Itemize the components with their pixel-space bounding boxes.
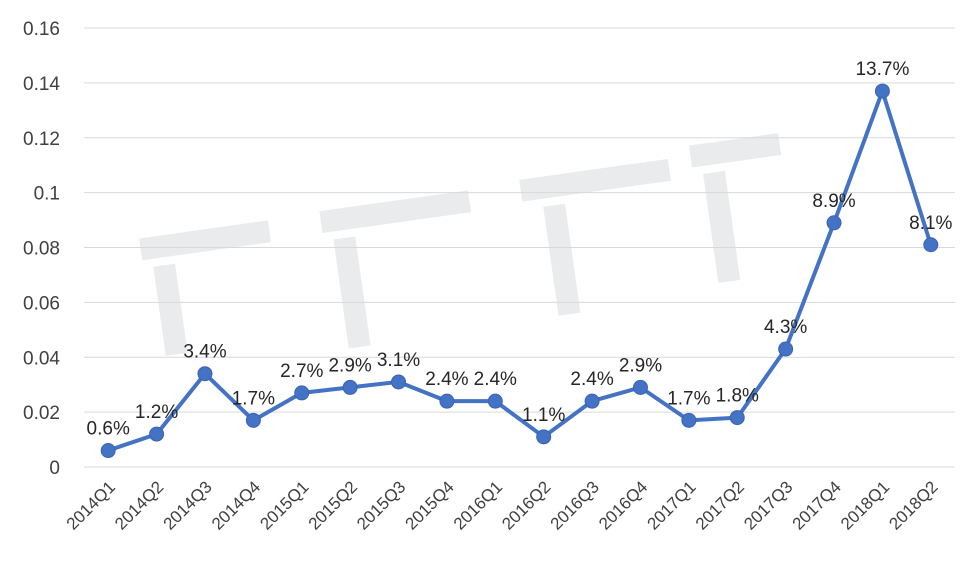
x-tick-label: 2016Q3	[547, 477, 603, 533]
x-tick-label: 2017Q3	[740, 477, 796, 533]
x-tick-label: 2014Q4	[208, 477, 264, 533]
data-label: 4.3%	[764, 317, 807, 338]
y-axis-ticks: 0 0.02 0.04 0.06 0.08 0.1 0.12 0.14 0.16	[23, 19, 60, 479]
y-tick-label: 0.02	[23, 403, 60, 424]
x-tick-label: 2017Q1	[643, 477, 699, 533]
series-line	[106, 89, 933, 453]
data-point	[245, 412, 261, 428]
data-point	[632, 379, 648, 395]
data-point	[197, 366, 213, 382]
data-point	[584, 393, 600, 409]
data-label: 1.7%	[667, 388, 710, 409]
y-tick-label: 0.14	[23, 74, 60, 95]
data-label: 8.1%	[909, 213, 952, 234]
data-point	[149, 426, 165, 442]
data-point	[778, 341, 794, 357]
data-point	[100, 443, 116, 459]
data-label: 1.7%	[232, 388, 275, 409]
data-label: 1.1%	[522, 405, 565, 426]
x-tick-label: 2017Q4	[789, 477, 845, 533]
x-tick-label: 2015Q1	[256, 477, 312, 533]
x-tick-label: 2014Q2	[111, 477, 167, 533]
data-point	[681, 412, 697, 428]
data-point	[342, 379, 358, 395]
series-markers	[100, 83, 939, 459]
data-label: 2.4%	[425, 369, 468, 390]
data-label: 2.9%	[328, 355, 371, 376]
x-tick-label: 2015Q3	[353, 477, 409, 533]
data-labels: 0.6%1.2%3.4%1.7%2.7% 2.9% 3.1%2.4% 2.4%1.1%…	[87, 59, 953, 439]
y-tick-label: 0.04	[23, 348, 60, 369]
data-label: 3.4%	[183, 342, 226, 363]
x-axis-ticks: 2014Q12014Q22014Q32014Q42015Q12015Q22015…	[63, 477, 942, 533]
data-label: 2.7%	[280, 361, 323, 382]
data-label: 13.7%	[855, 59, 909, 80]
data-label: 2.9%	[619, 355, 662, 376]
x-tick-label: 2014Q3	[160, 477, 216, 533]
gridlines	[84, 27, 955, 468]
data-point	[729, 410, 745, 426]
x-tick-label: 2014Q1	[63, 477, 119, 533]
data-point	[536, 429, 552, 445]
x-tick-label: 2018Q2	[885, 477, 941, 533]
data-point	[923, 237, 939, 253]
y-tick-label: 0.06	[23, 293, 60, 314]
data-point	[294, 385, 310, 401]
x-tick-label: 2016Q4	[595, 477, 651, 533]
data-point	[874, 83, 890, 99]
y-tick-label: 0	[49, 458, 60, 479]
data-label: 8.9%	[812, 191, 855, 212]
data-label: 0.6%	[87, 419, 130, 440]
data-label: 2.4%	[474, 369, 517, 390]
watermark-logo	[139, 133, 782, 356]
data-point	[439, 393, 455, 409]
x-tick-label: 2015Q2	[305, 477, 361, 533]
y-tick-label: 0.1	[34, 184, 60, 205]
data-label: 3.1%	[377, 350, 420, 371]
x-tick-label: 2018Q1	[837, 477, 893, 533]
data-point	[487, 393, 503, 409]
x-tick-label: 2017Q2	[692, 477, 748, 533]
x-tick-label: 2016Q1	[450, 477, 506, 533]
data-point	[391, 374, 407, 390]
x-tick-label: 2016Q2	[498, 477, 554, 533]
x-tick-label: 2015Q4	[402, 477, 458, 533]
y-tick-label: 0.08	[23, 239, 60, 260]
data-label: 1.2%	[135, 402, 178, 423]
y-tick-label: 0.12	[23, 129, 60, 150]
y-tick-label: 0.16	[23, 19, 60, 40]
data-point	[826, 215, 842, 231]
data-label: 2.4%	[570, 369, 613, 390]
data-label: 1.8%	[716, 386, 759, 407]
